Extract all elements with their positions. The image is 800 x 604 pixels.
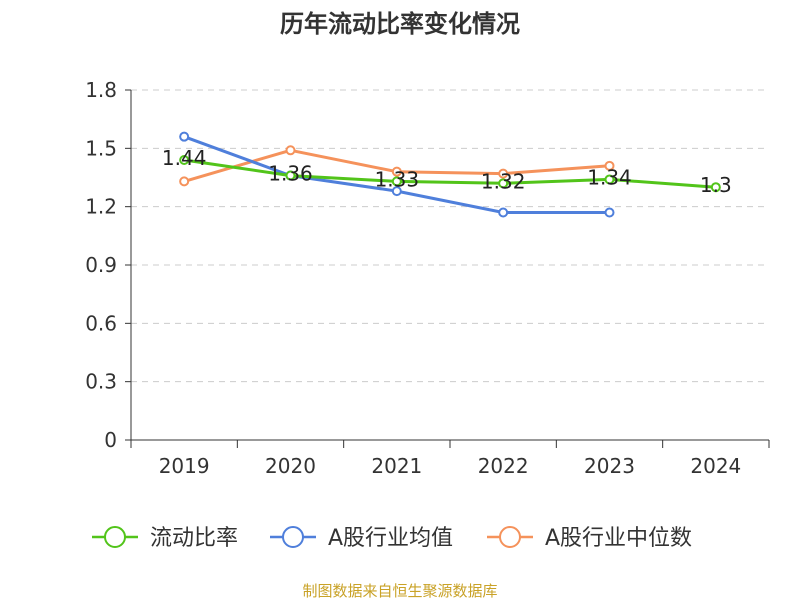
x-tick-label: 2022 [478, 454, 529, 478]
axes: 0 0.3 0.6 0.9 1.2 1.5 1.8 2019 2020 2021 2022 2023 2… [85, 78, 770, 478]
chart-title: 历年流动比率变化情况 [280, 10, 520, 38]
data-point [604, 174, 615, 185]
data-point [391, 166, 402, 177]
data-label: 1.36 [268, 162, 313, 186]
legend: 流动比率 A股行业均值 A股行业中位数 [92, 526, 692, 551]
series [179, 131, 721, 218]
x-tick-label: 2024 [690, 454, 741, 478]
legend-label: A股行业均值 [328, 526, 453, 551]
data-label: 1.34 [587, 165, 632, 189]
data-point [285, 145, 296, 156]
data-label: 1.44 [162, 146, 207, 170]
grid-lines [131, 89, 769, 383]
data-point [604, 207, 615, 218]
series-line-0 [182, 158, 718, 189]
source-note: 制图数据来自恒生聚源数据库 [302, 582, 497, 600]
y-tick-label: 1.5 [85, 136, 117, 160]
legend-label: A股行业中位数 [545, 526, 692, 551]
x-tick-label: 2020 [265, 454, 316, 478]
y-tick-label: 0 [104, 428, 117, 452]
data-point [498, 207, 509, 218]
legend-marker [104, 526, 126, 548]
data-point [391, 176, 402, 187]
data-label: 1.33 [375, 167, 420, 191]
x-tick-label: 2023 [584, 454, 635, 478]
data-point [498, 178, 509, 189]
data-point [179, 131, 190, 142]
data-point [285, 170, 296, 181]
x-tick-label: 2021 [371, 454, 422, 478]
legend-marker [499, 526, 521, 548]
data-label: 1.3 [700, 173, 732, 197]
data-labels: 1.44 1.36 1.33 1.32 1.34 1.3 [162, 146, 732, 197]
data-point [498, 168, 509, 179]
data-point [604, 160, 615, 171]
y-tick-label: 1.2 [85, 195, 117, 219]
data-point [710, 182, 721, 193]
legend-item: 流动比率 [92, 526, 238, 551]
legend-marker [282, 526, 304, 548]
data-label: 1.32 [481, 169, 526, 193]
data-point [179, 155, 190, 165]
y-tick-label: 0.6 [85, 311, 117, 335]
y-tick-label: 0.3 [85, 370, 117, 394]
legend-item: A股行业中位数 [487, 526, 692, 551]
x-tick-label: 2019 [159, 454, 210, 478]
y-tick-label: 1.8 [85, 78, 117, 102]
legend-item: A股行业均值 [270, 526, 453, 551]
y-tick-label: 0.9 [85, 253, 117, 277]
legend-label: 流动比率 [150, 526, 238, 551]
data-point [179, 176, 190, 187]
data-point [391, 186, 402, 197]
